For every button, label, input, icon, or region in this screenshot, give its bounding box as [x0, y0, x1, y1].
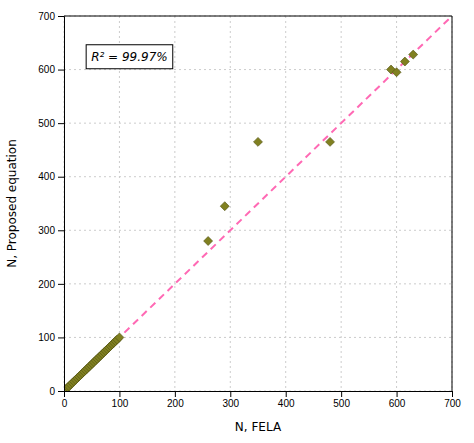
- point: [115, 333, 124, 342]
- tick: 100: [38, 332, 64, 343]
- tick-label: 400: [278, 398, 295, 409]
- chart: 0 100 200 300 400 500 600 700 0 100 200 300 400 500 60…: [0, 0, 474, 443]
- tick-label: 0: [49, 386, 55, 397]
- tick-mark: [58, 70, 64, 71]
- tick: 600: [389, 391, 406, 409]
- tick-mark: [58, 123, 64, 124]
- tick: 0: [49, 386, 64, 397]
- grid: [64, 16, 452, 391]
- marks: [64, 16, 452, 391]
- tick-mark: [58, 337, 64, 338]
- tick-label: 600: [38, 64, 55, 75]
- point: [392, 68, 401, 77]
- tick-label: 700: [444, 398, 461, 409]
- tick-label: 600: [389, 398, 406, 409]
- tick-label: 0: [62, 398, 68, 409]
- tick: 200: [38, 279, 64, 290]
- tick-label: 100: [38, 332, 55, 343]
- frame: [64, 16, 452, 17]
- tick-mark: [175, 391, 176, 397]
- tick: 700: [38, 11, 64, 22]
- x-axis: 0 100 200 300 400 500 600 700: [62, 391, 462, 409]
- grid-line: [64, 283, 452, 284]
- tick-label: 500: [38, 118, 55, 129]
- point: [254, 137, 263, 146]
- tick-label: 700: [38, 11, 55, 22]
- x-axis-title: N, FELA: [235, 420, 282, 434]
- tick-mark: [58, 16, 64, 17]
- tick: 0: [62, 391, 68, 409]
- tick-mark: [397, 391, 398, 397]
- point: [400, 57, 409, 66]
- grid-line: [64, 176, 452, 177]
- tick-label: 300: [38, 225, 55, 236]
- tick: 700: [444, 391, 461, 409]
- tick: 500: [333, 391, 350, 409]
- grid-line: [64, 230, 452, 231]
- tick-mark: [452, 391, 453, 397]
- tick-label: 400: [38, 171, 55, 182]
- annotation-box: [86, 45, 173, 69]
- grid-line: [285, 16, 286, 391]
- grid-line: [174, 16, 175, 391]
- tick-label: 100: [112, 398, 129, 409]
- point: [326, 137, 335, 146]
- tick: 100: [112, 391, 129, 409]
- axis-line: [58, 17, 65, 392]
- point: [204, 237, 213, 246]
- tick: 400: [38, 171, 64, 182]
- plot: 0 100 200 300 400 500 600 700 0 100 200 300 400 500 60…: [38, 11, 461, 409]
- tick-mark: [58, 284, 64, 285]
- point: [220, 202, 229, 211]
- frame: [452, 16, 453, 391]
- grid-line: [64, 123, 452, 124]
- axis-line: [65, 392, 453, 398]
- tick: 600: [38, 64, 64, 75]
- y-axis: 0 100 200 300 400 500 600 700: [38, 11, 64, 397]
- grid-line: [341, 16, 342, 391]
- point: [409, 50, 418, 59]
- grid-line: [230, 16, 231, 391]
- annotation-group: R² = 99.97%: [86, 45, 173, 69]
- annotation: R² = 99.97%: [91, 50, 168, 64]
- tick-label: 300: [222, 398, 239, 409]
- tick-label: 500: [333, 398, 350, 409]
- tick: 300: [38, 225, 64, 236]
- tick-label: 200: [38, 279, 55, 290]
- tick-mark: [58, 230, 64, 231]
- tick-label: 200: [167, 398, 184, 409]
- tick: 200: [167, 391, 184, 409]
- tick-mark: [230, 391, 231, 397]
- tick-mark: [58, 391, 64, 392]
- tick: 300: [222, 391, 239, 409]
- reference-line: [64, 16, 452, 391]
- tick-mark: [119, 391, 120, 397]
- y-axis-title: N, Proposed equation: [5, 139, 19, 268]
- grid-line: [64, 16, 452, 17]
- tick-mark: [341, 391, 342, 397]
- tick: 500: [38, 118, 64, 129]
- grid-line: [452, 16, 453, 391]
- tick: 400: [278, 391, 295, 409]
- tick-mark: [58, 177, 64, 178]
- tick-mark: [286, 391, 287, 397]
